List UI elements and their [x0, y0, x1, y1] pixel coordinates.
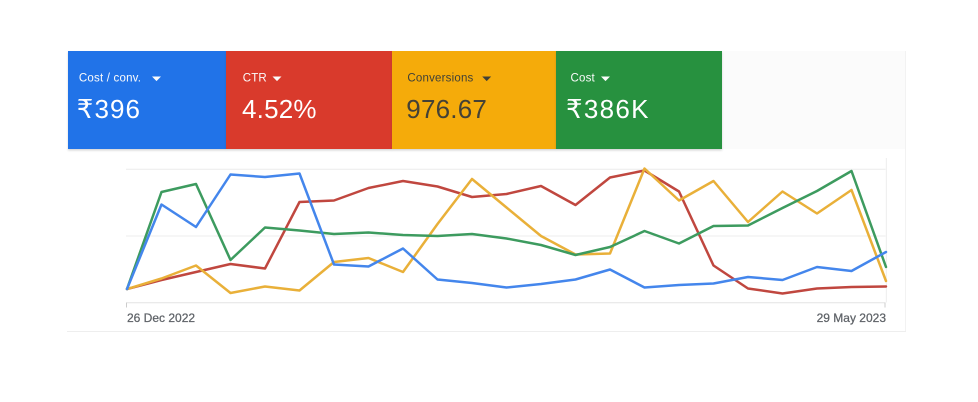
svg-text:4.52%: 4.52% [242, 94, 317, 124]
svg-text:26 Dec 2022: 26 Dec 2022 [127, 311, 195, 325]
svg-text:976.67: 976.67 [406, 94, 487, 124]
svg-text:CTR: CTR [243, 73, 267, 85]
svg-text:29 May 2023: 29 May 2023 [817, 311, 887, 325]
svg-text:₹386K: ₹386K [566, 94, 650, 124]
svg-text:Cost / conv.: Cost / conv. [79, 73, 141, 85]
svg-text:₹396: ₹396 [77, 94, 141, 124]
svg-text:Cost: Cost [571, 73, 596, 85]
svg-text:Conversions: Conversions [407, 73, 473, 85]
